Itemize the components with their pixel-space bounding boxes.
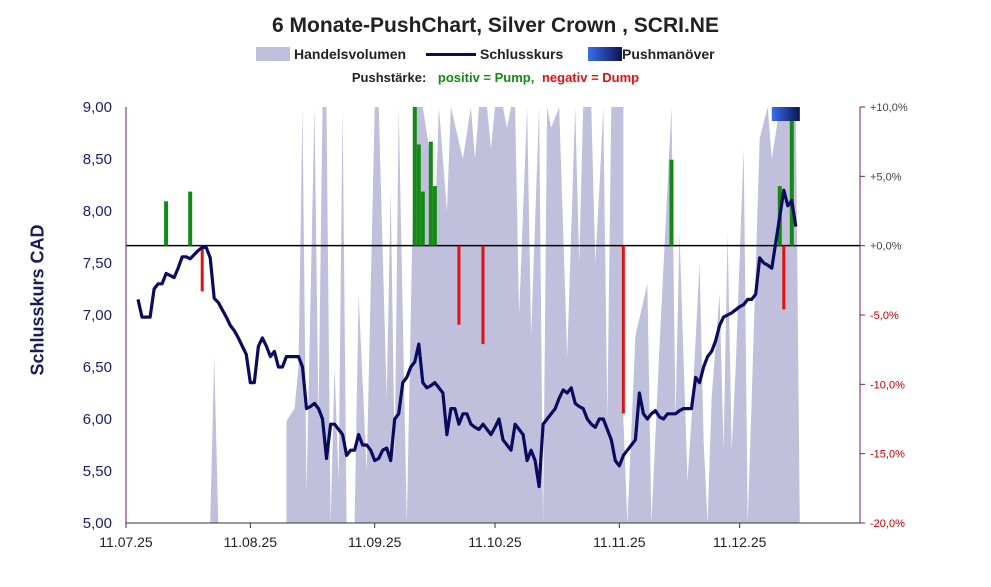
close-price-line (136, 188, 798, 489)
volume-area (134, 107, 800, 523)
legend-volume-label: Handelsvolumen (294, 46, 407, 62)
x-tick-label: 11.07.25 (99, 534, 153, 550)
volume-area-layer (134, 107, 800, 523)
volume-swatch (256, 47, 290, 61)
push-bars-layer (164, 107, 794, 414)
pump-bar (164, 201, 169, 246)
pump-bar (669, 159, 674, 246)
dump-bar (457, 245, 461, 325)
x-tick-label: 11.09.25 (348, 534, 402, 550)
legend-close-label: Schlusskurs (480, 46, 564, 62)
push-maneuver-bar (771, 107, 800, 121)
y-tick-label: 8,50 (83, 151, 112, 168)
pump-bar (789, 120, 794, 246)
y-tick-label: 5,00 (83, 515, 112, 532)
dump-bar (200, 245, 204, 292)
legend-close: Schlusskurs (426, 46, 563, 62)
y2-tick-label: +0,0% (870, 241, 902, 253)
x-tick-label: 11.10.25 (468, 534, 522, 550)
close-swatch (426, 52, 476, 56)
chart-title: 6 Monate-PushChart, Silver Crown , SCRI.… (272, 14, 719, 37)
y2-tick-label: +10,0% (870, 102, 908, 114)
push-swatch (588, 47, 622, 61)
x-tick-label: 11.08.25 (224, 534, 278, 550)
push-label: Pushstärke: (351, 70, 427, 85)
y2-tick-label: -15,0% (870, 449, 905, 461)
y2-tick-label: -20,0% (870, 518, 905, 530)
legend-push: Pushmanöver (588, 46, 715, 62)
legend-volume: Handelsvolumen (256, 46, 406, 62)
legend-push-label: Pushmanöver (622, 46, 715, 62)
pump-bar (420, 191, 425, 246)
y2-tick-label: +5,0% (870, 171, 902, 183)
close-line-layer (136, 107, 800, 489)
x-tick-label: 11.12.25 (713, 534, 767, 550)
x-tick-label: 11.11.25 (593, 534, 646, 550)
y-tick-label: 7,50 (83, 255, 112, 272)
push-strength-info: Pushstärke: positiv = Pump, negativ = Du… (0, 70, 991, 85)
y-tick-label: 5,50 (83, 463, 112, 480)
push-negative: negativ = Dump (541, 70, 640, 85)
pump-bar (412, 107, 417, 246)
dump-bar (782, 245, 786, 310)
y-tick-label: 7,00 (83, 307, 112, 324)
y-tick-label: 8,00 (83, 203, 112, 220)
y-tick-label: 9,00 (83, 99, 112, 116)
axes-layer: 5,00 5,50 6,00 6,50 7,00 7,50 8,00 8,50 9,00 -20,… (83, 99, 908, 550)
y-tick-label: 6,00 (83, 411, 112, 428)
y-tick-label: 6,50 (83, 359, 112, 376)
pump-bar (188, 191, 193, 246)
pump-bar (428, 141, 433, 246)
y2-tick-label: -5,0% (870, 310, 899, 322)
dump-bar (621, 245, 625, 414)
pump-bar (432, 186, 437, 246)
push-positive: positiv = Pump, (437, 70, 535, 85)
y2-tick-label: -10,0% (870, 379, 905, 391)
pump-bar (416, 144, 421, 246)
dump-bar (481, 245, 485, 345)
